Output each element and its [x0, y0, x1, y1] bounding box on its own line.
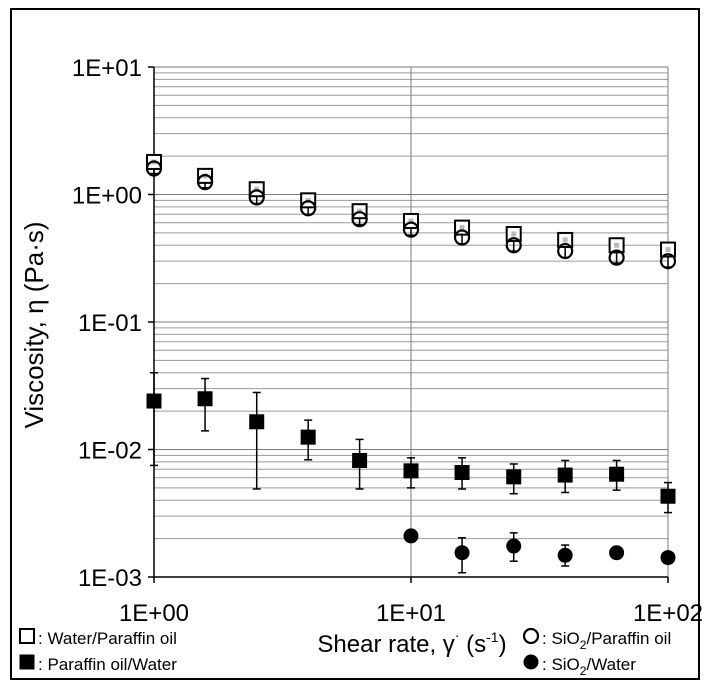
- y-tick-label: 1E-03: [78, 565, 142, 592]
- data-point-open-circle: [248, 189, 265, 206]
- grid-layer: [154, 66, 669, 578]
- data-point-filled-square: [660, 488, 676, 504]
- x-tick-label: 1E+00: [119, 600, 189, 627]
- data-point-center: [562, 237, 568, 243]
- data-point-filled-square: [506, 469, 522, 485]
- y-tick-label: 1E+00: [72, 183, 142, 210]
- data-point-filled-square: [197, 391, 213, 407]
- data-point-open-circle: [145, 160, 163, 177]
- legend: : Water/Paraffin oil : Paraffin oil/Water…: [19, 627, 671, 678]
- data-point-open-circle: [300, 200, 317, 217]
- data-point-filled-circle: [454, 545, 470, 561]
- data-point-open-circle: [659, 253, 677, 270]
- legend-marker-filled-square: [19, 654, 35, 670]
- y-axis-label: Viscosity, η (Pa·s): [19, 221, 49, 428]
- y-tick-label: 1E+01: [72, 55, 142, 82]
- y-tick-label: 1E-01: [78, 310, 142, 337]
- data-point-center: [665, 247, 671, 253]
- legend-marker-open-square: [19, 628, 35, 644]
- data-point-filled-square: [403, 463, 419, 479]
- legend-label: : Paraffin oil/Water: [38, 655, 177, 674]
- legend-label: : SiO2/Paraffin oil: [542, 629, 671, 652]
- data-point-filled-square: [300, 429, 316, 445]
- data-point-filled-square: [609, 466, 625, 482]
- x-tick-label: 1E+02: [633, 600, 703, 627]
- marker-layer: [145, 153, 677, 566]
- data-point-filled-circle: [557, 547, 573, 563]
- data-point-center: [408, 218, 414, 224]
- tick-label-layer: 1E-03 1E-02 1E-01 1E+00 1E+01 1E+00 1E+01 1E+02: [72, 55, 703, 627]
- x-tick-label: 1E+01: [376, 600, 446, 627]
- chart-frame: [10, 8, 700, 680]
- legend-entry: : SiO2/Paraffin oil: [522, 627, 671, 652]
- data-point-filled-circle: [506, 538, 522, 554]
- data-point-open-circle: [505, 237, 522, 254]
- x-axis-label: Shear rate, γ· (s-1): [317, 627, 506, 658]
- axes-layer: [148, 66, 669, 583]
- data-point-filled-circle: [660, 550, 676, 566]
- data-point-open-circle: [608, 249, 625, 266]
- data-point-filled-circle: [403, 528, 419, 544]
- data-point-center: [254, 186, 260, 192]
- data-point-open-circle: [196, 174, 214, 191]
- y-tick-label: 1E-02: [78, 438, 142, 465]
- legend-marker-filled-circle: [523, 654, 539, 670]
- legend-label: : Water/Paraffin oil: [38, 629, 177, 648]
- data-point-open-circle: [351, 211, 368, 228]
- data-point-open-circle: [402, 221, 420, 238]
- legend-marker-open-circle: [522, 627, 540, 645]
- legend-entry: : SiO2/Water: [523, 654, 636, 678]
- legend-entry: : Paraffin oil/Water: [19, 654, 177, 674]
- data-point-open-circle: [453, 229, 471, 246]
- data-point-filled-square: [557, 467, 573, 483]
- data-point-filled-square: [454, 465, 470, 481]
- data-point-center: [511, 231, 517, 237]
- legend-entry: : Water/Paraffin oil: [19, 628, 177, 648]
- data-point-center: [614, 242, 620, 248]
- data-point-filled-circle: [609, 545, 625, 561]
- data-point-filled-square: [352, 452, 368, 468]
- data-point-filled-square: [249, 414, 265, 430]
- data-point-open-circle: [557, 242, 574, 260]
- data-point-center: [459, 225, 465, 231]
- data-point-filled-square: [146, 393, 162, 409]
- legend-label: : SiO2/Water: [542, 655, 636, 678]
